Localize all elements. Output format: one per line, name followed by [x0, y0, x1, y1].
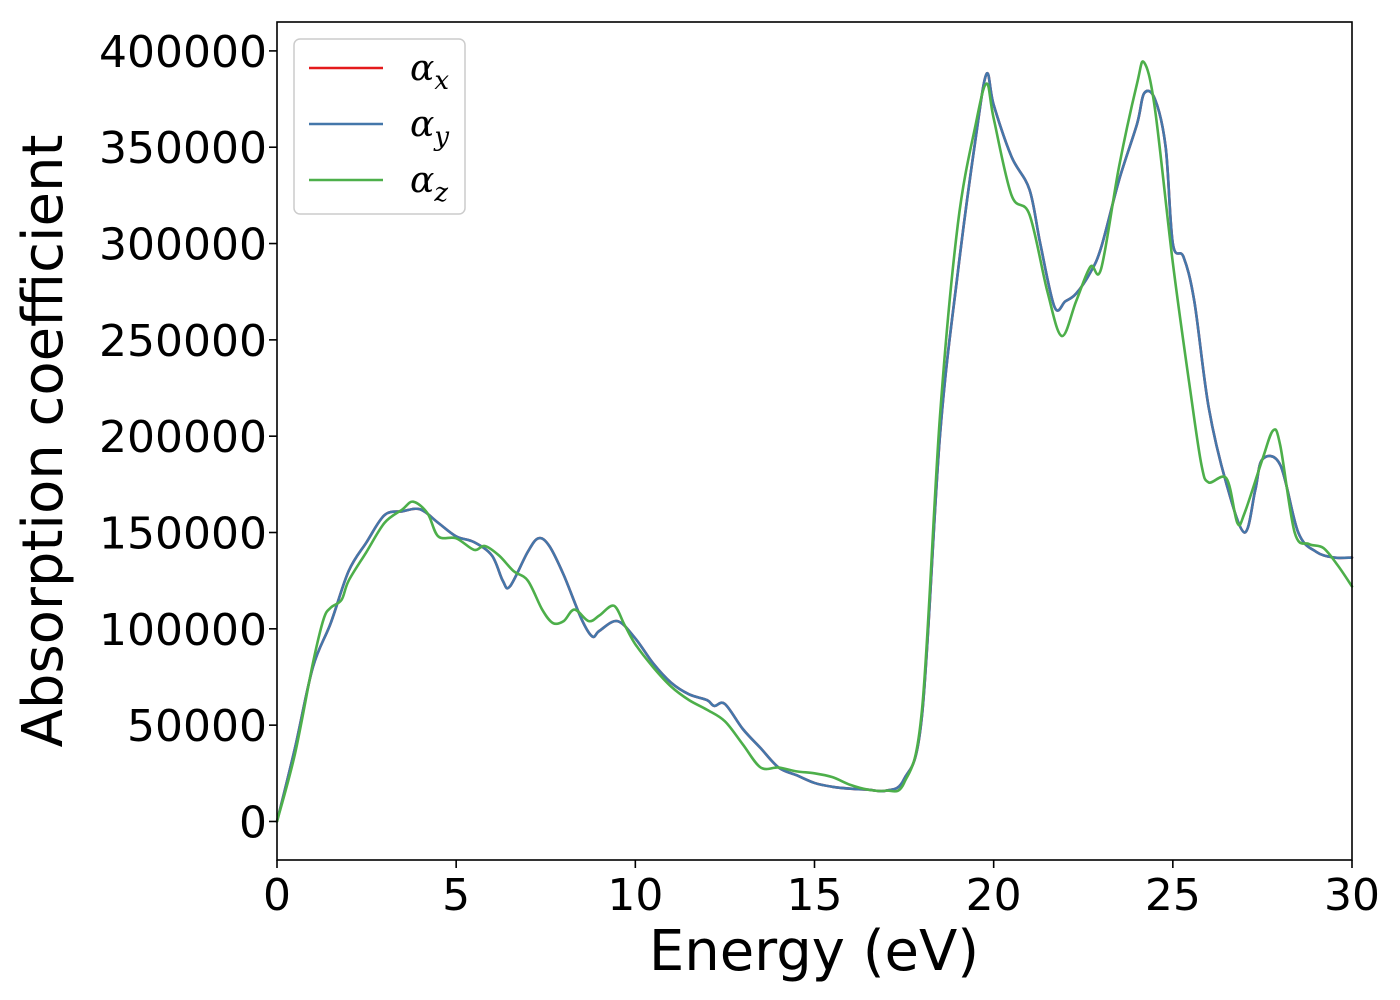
legend-label-y: αy — [410, 104, 449, 152]
y-axis-label: Absorption coefficient — [11, 135, 76, 748]
series-layer — [275, 60, 1354, 823]
x-tick-label: 30 — [1324, 870, 1380, 921]
y-tick-label: 400000 — [99, 27, 267, 78]
x-tick-label: 10 — [607, 870, 663, 921]
y-tick-label: 350000 — [99, 123, 267, 174]
y-tick-label: 150000 — [99, 509, 267, 560]
y-tick-label: 0 — [239, 797, 267, 848]
x-axis-ticks: 0 5 10 15 20 25 30 — [263, 860, 1380, 921]
series-line-z — [275, 60, 1354, 823]
x-axis-label: Energy (eV) — [649, 919, 979, 984]
y-tick-label: 100000 — [99, 605, 267, 656]
y-tick-label: 200000 — [99, 412, 267, 463]
y-tick-label: 50000 — [127, 701, 267, 752]
y-tick-label: 300000 — [99, 220, 267, 271]
legend: αx αy αz — [293, 38, 466, 215]
x-tick-label: 0 — [263, 870, 291, 921]
legend-label-z: αz — [410, 160, 448, 208]
x-tick-label: 15 — [787, 870, 843, 921]
y-axis-ticks: 0 50000 100000 150000 200000 250000 300000 3500… — [99, 27, 277, 848]
x-tick-label: 5 — [442, 870, 470, 921]
legend-box — [293, 38, 466, 215]
x-tick-label: 25 — [1145, 870, 1201, 921]
legend-label-x: αx — [410, 48, 449, 96]
x-tick-label: 20 — [966, 870, 1022, 921]
y-tick-label: 250000 — [99, 316, 267, 367]
